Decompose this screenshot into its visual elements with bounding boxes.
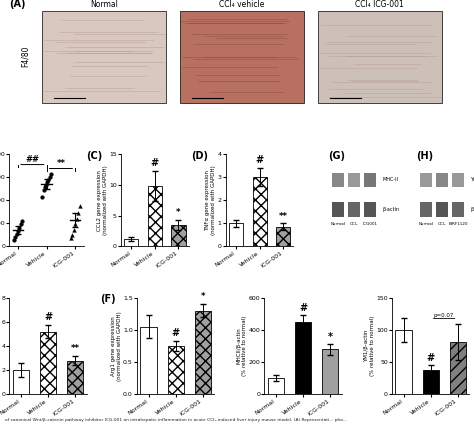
Text: CCl₄ vehicle: CCl₄ vehicle — [219, 0, 264, 9]
Bar — [124, 239, 138, 246]
Bar — [436, 202, 448, 217]
Text: **: ** — [279, 212, 288, 220]
Text: β-actin: β-actin — [383, 207, 399, 212]
Bar — [322, 349, 338, 394]
Text: Normal: Normal — [331, 222, 346, 226]
Bar — [452, 202, 464, 217]
Text: *: * — [328, 332, 333, 342]
Bar — [13, 370, 29, 394]
Point — [70, 227, 78, 234]
Bar — [171, 225, 185, 246]
Bar — [40, 332, 56, 394]
Y-axis label: MHCII/β-actin
(% relative to normal): MHCII/β-actin (% relative to normal) — [237, 316, 247, 376]
Bar — [348, 173, 360, 187]
Text: (A): (A) — [9, 0, 26, 9]
Text: Normal: Normal — [90, 0, 118, 9]
Text: p=0.07: p=0.07 — [434, 313, 454, 318]
Point — [74, 209, 82, 216]
Text: #: # — [172, 328, 180, 338]
Point — [41, 184, 48, 190]
Text: (D): (D) — [191, 151, 208, 161]
Y-axis label: YM1/β-actin
(% relative to normal): YM1/β-actin (% relative to normal) — [364, 316, 375, 376]
Point — [14, 227, 22, 234]
Text: (H): (H) — [416, 151, 433, 161]
Bar — [395, 330, 412, 394]
Bar — [268, 378, 284, 394]
Text: #: # — [255, 155, 264, 165]
Bar — [148, 186, 162, 246]
Text: CCl₄: CCl₄ — [350, 222, 359, 226]
Text: **: ** — [71, 344, 80, 353]
Point — [69, 232, 76, 239]
Bar — [332, 202, 344, 217]
Y-axis label: CCL2 gene expression
(normalized with GAPDH): CCL2 gene expression (normalized with GA… — [97, 165, 108, 235]
Point — [18, 218, 26, 225]
Text: CCl₄: CCl₄ — [438, 222, 447, 226]
Point — [46, 174, 54, 181]
Point — [45, 176, 52, 183]
Point — [72, 221, 79, 228]
Bar — [419, 202, 432, 217]
Point — [47, 171, 55, 178]
Text: CCl₄ ICG-001: CCl₄ ICG-001 — [355, 0, 404, 9]
Text: MHC-II: MHC-II — [383, 178, 399, 182]
Y-axis label: Arg1 gene expression
(normalized with GAPDH): Arg1 gene expression (normalized with GA… — [111, 311, 122, 381]
Bar — [253, 177, 267, 246]
Text: F4/80: F4/80 — [21, 46, 30, 67]
Bar — [229, 223, 243, 246]
Bar — [276, 227, 291, 246]
Text: Normal: Normal — [419, 222, 434, 226]
Bar — [67, 360, 83, 394]
Text: of canonical Wnt/β-catenin pathway inhibitor ICG-001 on intrahepatic inflammatio: of canonical Wnt/β-catenin pathway inhib… — [5, 418, 346, 422]
Text: YM1: YM1 — [470, 178, 474, 182]
Text: **: ** — [56, 159, 65, 167]
Point — [13, 230, 20, 237]
Text: #: # — [299, 303, 307, 313]
Bar — [452, 173, 464, 187]
Text: ICG001: ICG001 — [363, 222, 378, 226]
Bar — [364, 173, 376, 187]
Point — [11, 233, 19, 240]
Point — [73, 215, 81, 222]
Text: #: # — [427, 354, 435, 363]
Point — [40, 187, 47, 193]
Text: (C): (C) — [86, 151, 102, 161]
Point — [42, 181, 50, 188]
Bar — [167, 346, 184, 394]
Point — [17, 221, 25, 228]
Bar — [364, 202, 376, 217]
Text: β-actin: β-actin — [470, 207, 474, 212]
Bar — [449, 342, 466, 394]
Bar — [332, 173, 344, 187]
Bar — [436, 173, 448, 187]
Text: #: # — [151, 158, 159, 168]
Text: (F): (F) — [100, 294, 116, 304]
Point — [16, 225, 23, 232]
Text: ##: ## — [25, 155, 39, 164]
Bar — [419, 173, 432, 187]
Point — [10, 237, 18, 243]
Bar — [422, 370, 439, 394]
Point — [76, 203, 83, 209]
Bar — [194, 311, 211, 394]
Bar — [348, 202, 360, 217]
Text: #: # — [44, 312, 52, 322]
Point — [44, 179, 51, 186]
Y-axis label: TNFα gene expression
(normalized with GAPDH): TNFα gene expression (normalized with GA… — [206, 165, 216, 235]
Text: *: * — [176, 208, 181, 217]
Text: *: * — [201, 292, 205, 301]
Text: (G): (G) — [328, 151, 345, 161]
Point — [67, 235, 75, 242]
Bar — [140, 327, 157, 394]
Bar — [295, 322, 311, 394]
Point — [38, 193, 46, 200]
Text: BIRF1120: BIRF1120 — [448, 222, 468, 226]
